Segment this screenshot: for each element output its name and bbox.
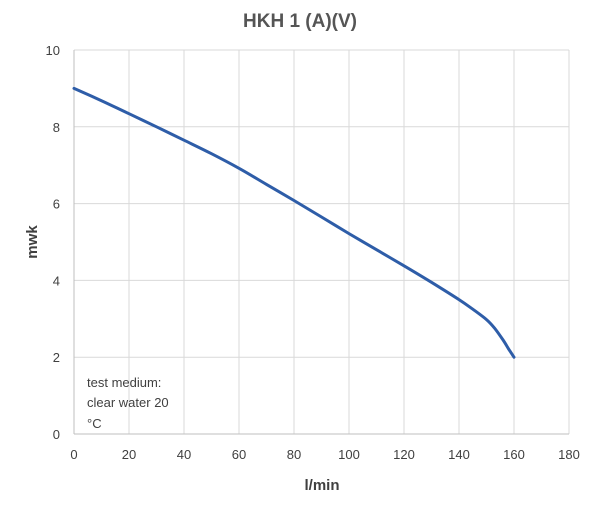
x-tick-label: 20 <box>122 447 136 462</box>
x-tick-label: 0 <box>70 447 77 462</box>
annotation-line-1: test medium: <box>87 375 161 390</box>
x-axis-label: l/min <box>304 477 339 494</box>
x-tick-label: 60 <box>232 447 246 462</box>
x-tick-label: 120 <box>393 447 415 462</box>
x-tick-label: 80 <box>287 447 301 462</box>
y-tick-label: 4 <box>53 273 60 288</box>
series-line <box>72 86 516 359</box>
x-tick-label: 40 <box>177 447 191 462</box>
x-tick-labels: 0 20 40 60 80 100 120 140 160 180 <box>70 447 579 462</box>
axes <box>73 50 569 435</box>
grid-lines <box>74 49 570 434</box>
y-tick-label: 10 <box>46 43 60 58</box>
annotation-line-3: °C <box>87 416 102 431</box>
y-tick-label: 6 <box>53 197 60 212</box>
y-tick-label: 0 <box>53 427 60 442</box>
y-tick-label: 2 <box>53 350 60 365</box>
y-axis-label: mwk <box>24 225 41 259</box>
annotation-line-2: clear water 20 <box>87 395 169 410</box>
x-tick-label: 140 <box>448 447 470 462</box>
y-tick-label: 8 <box>53 120 60 135</box>
chart-title: HKH 1 (A)(V) <box>243 11 357 32</box>
series-group <box>72 86 516 359</box>
x-tick-label: 100 <box>338 447 360 462</box>
y-tick-labels: 0 2 4 6 8 10 <box>46 43 60 442</box>
x-tick-label: 180 <box>558 447 580 462</box>
x-tick-label: 160 <box>503 447 525 462</box>
